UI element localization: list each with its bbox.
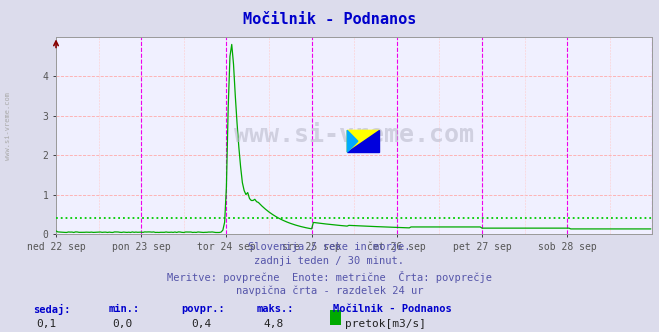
Text: 0,1: 0,1 [36,319,57,329]
Text: navpična črta - razdelek 24 ur: navpična črta - razdelek 24 ur [236,286,423,296]
Text: www.si-vreme.com: www.si-vreme.com [234,123,474,147]
Polygon shape [347,130,358,152]
Text: maks.:: maks.: [257,304,295,314]
Text: 0,4: 0,4 [191,319,212,329]
Text: Meritve: povprečne  Enote: metrične  Črta: povprečje: Meritve: povprečne Enote: metrične Črta:… [167,271,492,283]
Text: 4,8: 4,8 [264,319,284,329]
Polygon shape [347,130,379,152]
Text: povpr.:: povpr.: [181,304,225,314]
Polygon shape [347,130,379,152]
Text: Slovenija / reke in morje.: Slovenija / reke in morje. [248,242,411,252]
Text: pretok[m3/s]: pretok[m3/s] [345,319,426,329]
Text: sedaj:: sedaj: [33,304,71,315]
Text: www.si-vreme.com: www.si-vreme.com [5,92,11,160]
Text: min.:: min.: [109,304,140,314]
Text: Močilnik - Podnanos: Močilnik - Podnanos [333,304,451,314]
Text: Močilnik - Podnanos: Močilnik - Podnanos [243,12,416,27]
Text: zadnji teden / 30 minut.: zadnji teden / 30 minut. [254,256,405,266]
Text: 0,0: 0,0 [112,319,132,329]
